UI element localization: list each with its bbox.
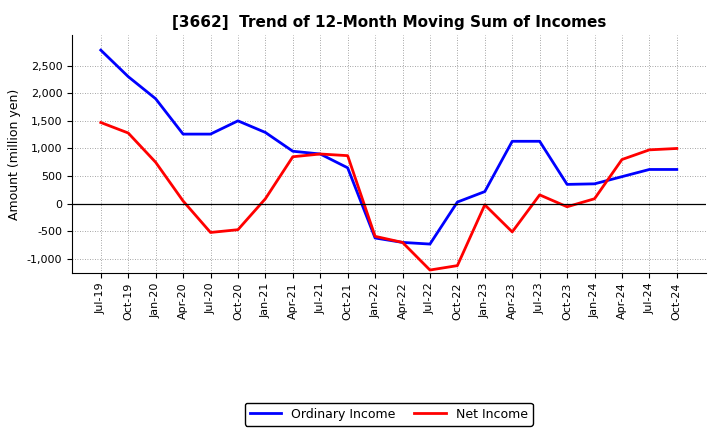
Ordinary Income [96,48,105,53]
Ordinary Income [645,167,654,172]
Net Income [536,192,544,198]
Ordinary Income [426,242,434,247]
Net Income [426,268,434,273]
Net Income [124,130,132,136]
Ordinary Income [151,96,160,101]
Ordinary Income [618,174,626,179]
Ordinary Income [563,182,572,187]
Net Income [371,234,379,239]
Net Income [618,157,626,162]
Ordinary Income [316,151,325,157]
Net Income [343,153,352,158]
Net Income [590,196,599,202]
Ordinary Income [508,139,516,144]
Net Income [206,230,215,235]
Net Income [96,120,105,125]
Net Income [645,147,654,153]
Ordinary Income [672,167,681,172]
Net Income [261,196,270,202]
Net Income [151,160,160,165]
Ordinary Income [536,139,544,144]
Ordinary Income [289,149,297,154]
Net Income [233,227,242,232]
Net Income [672,146,681,151]
Net Income [508,229,516,235]
Net Income [398,240,407,245]
Ordinary Income [206,132,215,137]
Line: Ordinary Income: Ordinary Income [101,50,677,244]
Ordinary Income [398,240,407,245]
Ordinary Income [453,199,462,205]
Ordinary Income [124,74,132,79]
Net Income [563,204,572,209]
Net Income [316,151,325,157]
Legend: Ordinary Income, Net Income: Ordinary Income, Net Income [245,403,533,425]
Ordinary Income [371,235,379,241]
Ordinary Income [179,132,187,137]
Ordinary Income [233,118,242,124]
Title: [3662]  Trend of 12-Month Moving Sum of Incomes: [3662] Trend of 12-Month Moving Sum of I… [171,15,606,30]
Ordinary Income [343,165,352,170]
Line: Net Income: Net Income [101,122,677,270]
Ordinary Income [261,130,270,135]
Ordinary Income [590,181,599,187]
Y-axis label: Amount (million yen): Amount (million yen) [8,88,21,220]
Net Income [453,263,462,268]
Net Income [289,154,297,159]
Net Income [480,202,489,208]
Net Income [179,198,187,204]
Ordinary Income [480,189,489,194]
